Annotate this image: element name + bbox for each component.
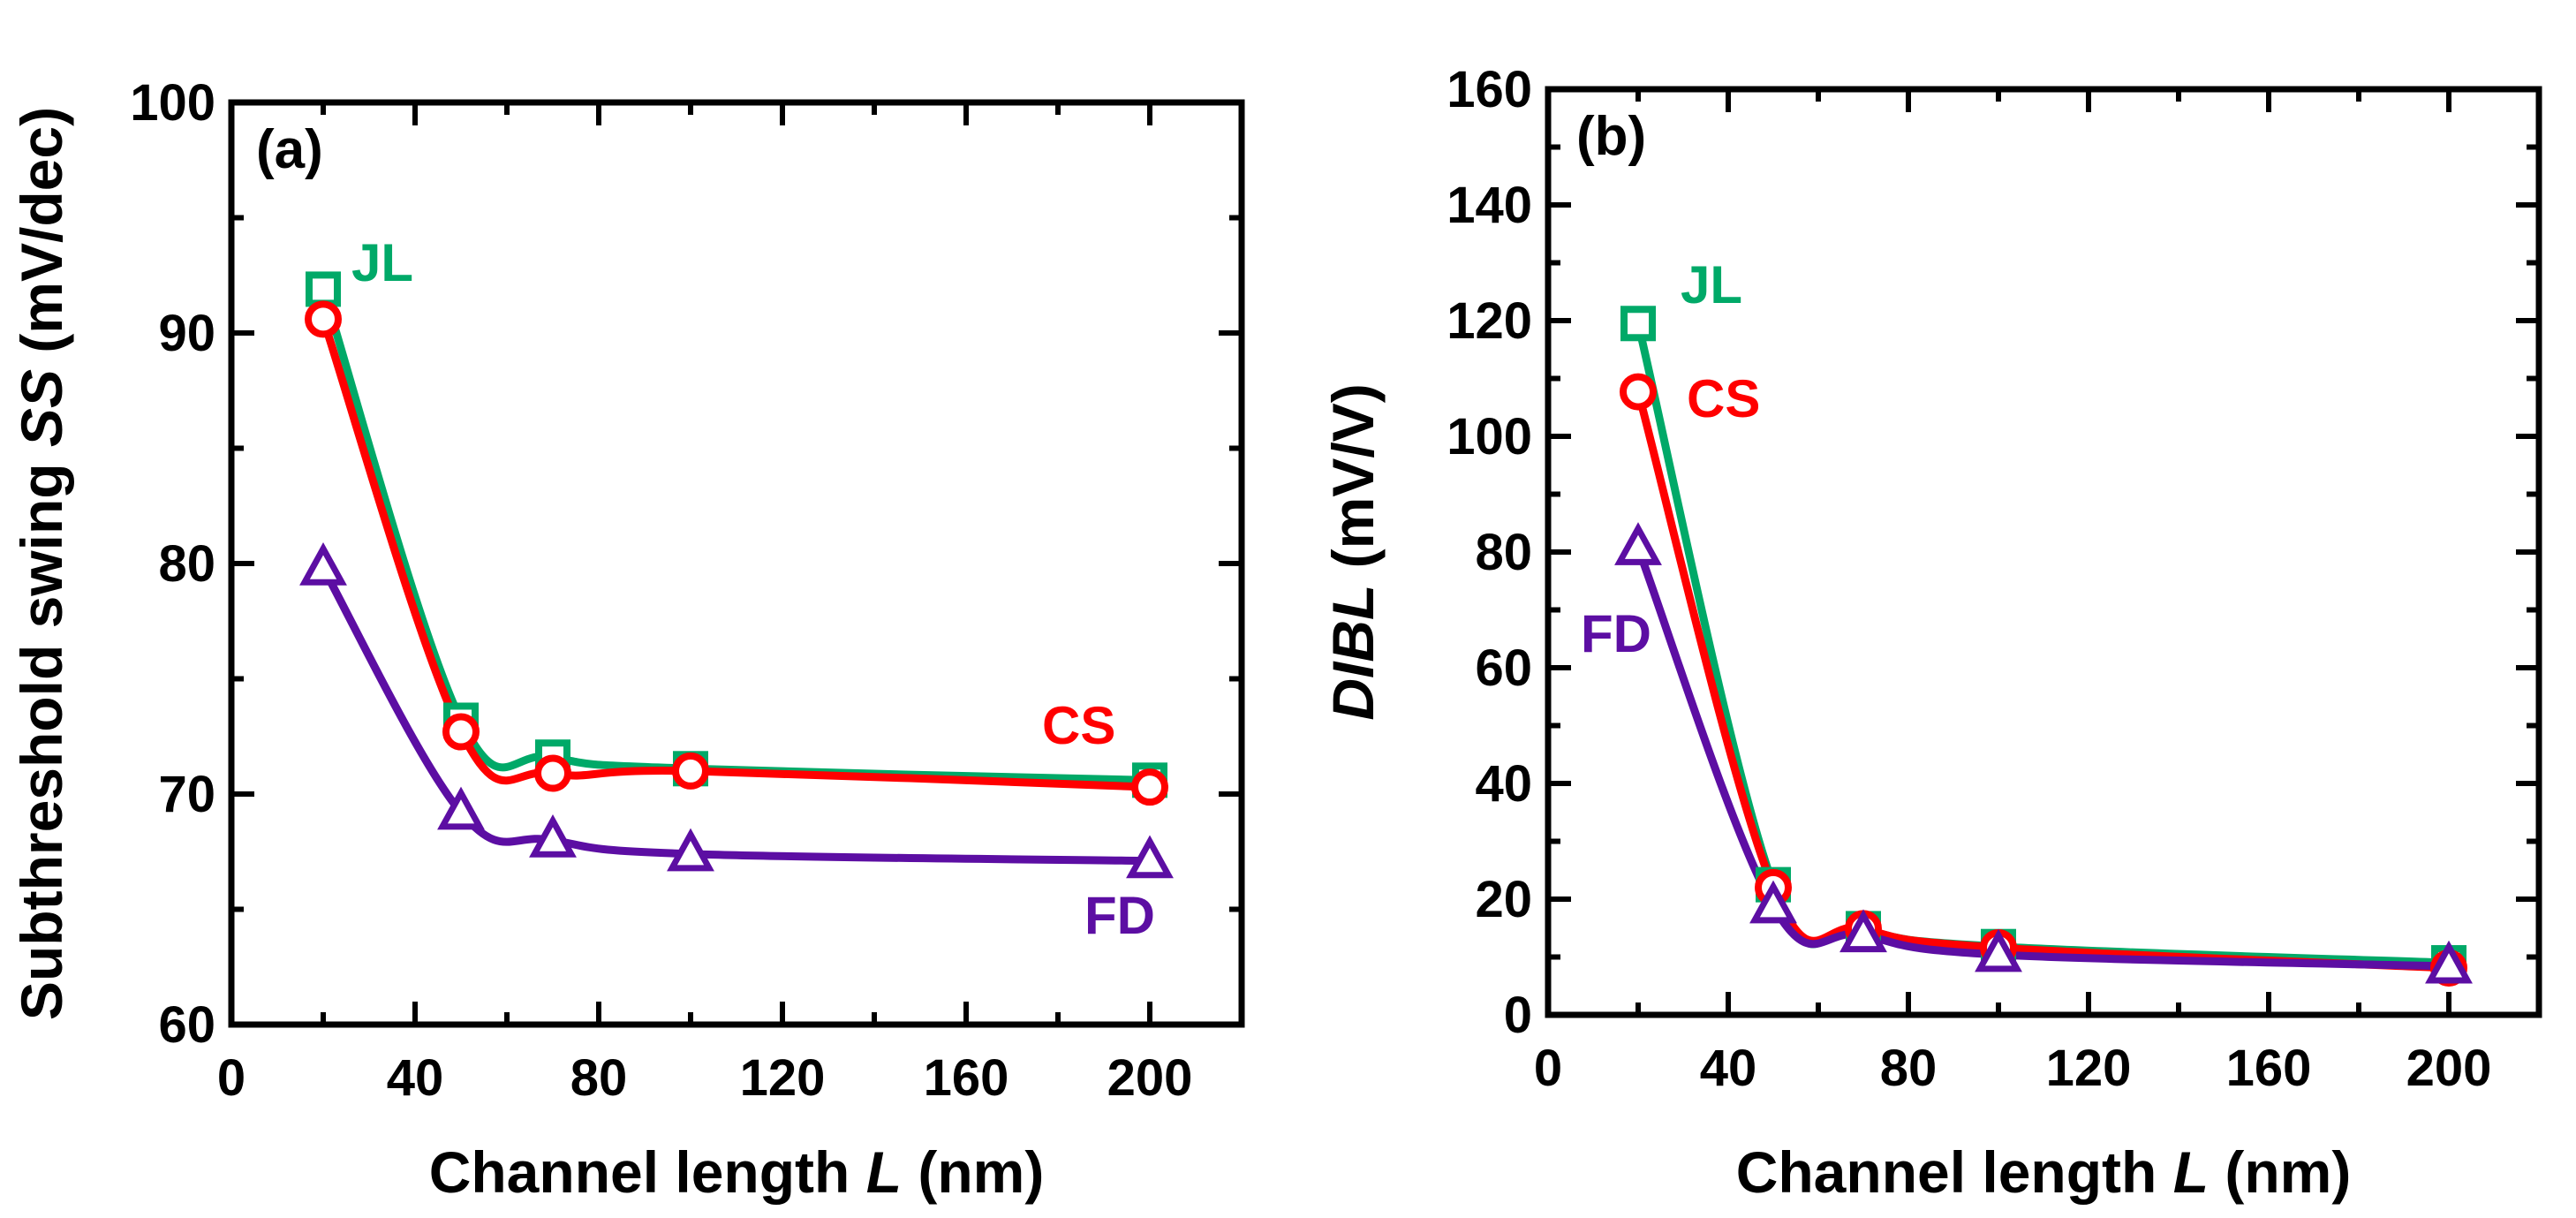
data-point-triangle [1975,928,2022,972]
data-point-triangle [1749,880,1797,924]
data-point-triangle [667,828,714,872]
data-point-circle [534,754,571,792]
data-point-triangle [1614,522,1662,565]
axes-frame [1545,86,2542,1018]
y-axis-title-part: Subthreshold swing [9,447,74,1020]
annotation-jl: JL [351,233,413,292]
y-tick-label: 90 [158,305,215,362]
x-axis-title-part: (nm) [2209,1139,2351,1205]
y-axis-title-part: DIBL [1320,585,1386,721]
x-axis-title-part: L [2173,1139,2209,1205]
y-tick-label: 70 [158,766,215,823]
data-point-triangle [437,786,485,830]
data-point-square [306,271,341,307]
data-point-circle [442,713,480,751]
y-axis-title: Subthreshold swing SS (mV/dec) [9,107,74,1020]
x-axis-title-part: (nm) [902,1139,1044,1205]
y-tick-label: 140 [1447,177,1532,234]
x-tick-label: 160 [924,1049,1009,1107]
annotation-cs: CS [1687,369,1760,428]
x-axis-title-part: Channel length [1736,1139,2173,1205]
y-tick-label: 100 [1447,408,1532,465]
x-tick-label: 120 [740,1049,826,1107]
y-tick-label: 80 [1475,524,1532,581]
y-tick-label: 0 [1504,987,1532,1044]
data-point-circle [672,752,709,790]
y-axis-title-part: SS [9,369,74,447]
x-tick-label: 80 [1880,1040,1938,1097]
annotation-jl: JL [1681,255,1742,314]
x-tick-label: 0 [217,1049,246,1107]
y-tick-label: 20 [1475,871,1532,928]
x-axis-title: Channel length L (nm) [1736,1139,2352,1205]
y-tick-label: 100 [130,74,215,132]
annotation-cs: CS [1042,696,1115,755]
x-tick-label: 40 [387,1049,444,1107]
axes-frame [228,99,1245,1028]
data-point-circle [1131,768,1168,806]
data-point-square [1620,306,1656,342]
x-tick-label: 200 [1107,1049,1193,1107]
panel-label: (b) [1576,106,1646,167]
y-tick-label: 120 [1447,292,1532,350]
x-tick-label: 120 [2046,1040,2132,1097]
data-point-triangle [2425,940,2473,984]
series-line-fd [1634,546,2450,971]
x-axis-title: Channel length L (nm) [429,1139,1045,1205]
x-axis-title-part: Channel length [429,1139,866,1205]
y-tick-label: 60 [1475,639,1532,697]
x-tick-label: 0 [1534,1040,1562,1097]
annotation-fd: FD [1581,604,1651,663]
x-axis-title-part: L [866,1139,902,1205]
y-axis-title-part: (mV/dec) [9,107,74,369]
data-point-triangle [299,541,347,586]
data-point-circle [305,300,342,338]
y-tick-label: 40 [1475,755,1532,813]
data-point-circle [1620,373,1657,411]
panel-b-dibl: 0 40 80 120 160 200 0 20 40 60 80 100 120 140 160 Chann… [1320,61,2542,1205]
data-point-triangle [1126,835,1174,879]
data-point-triangle [1839,909,1887,953]
x-tick-label: 160 [2226,1040,2312,1097]
y-tick-label: 80 [158,535,215,593]
panel-a-ss: 0 40 80 120 160 200 60 70 80 90 100 Channel length … [9,74,1245,1205]
y-axis-title-part: (mV/V) [1320,383,1386,584]
y-axis-title: DIBL (mV/V) [1320,383,1386,720]
x-tick-label: 80 [570,1049,628,1107]
data-point-triangle [529,813,577,858]
panel-label: (a) [256,119,323,180]
x-tick-label: 40 [1700,1040,1757,1097]
annotation-fd: FD [1084,886,1155,945]
y-tick-label: 60 [158,996,215,1054]
y-tick-label: 160 [1447,61,1532,118]
x-tick-label: 200 [2406,1040,2492,1097]
